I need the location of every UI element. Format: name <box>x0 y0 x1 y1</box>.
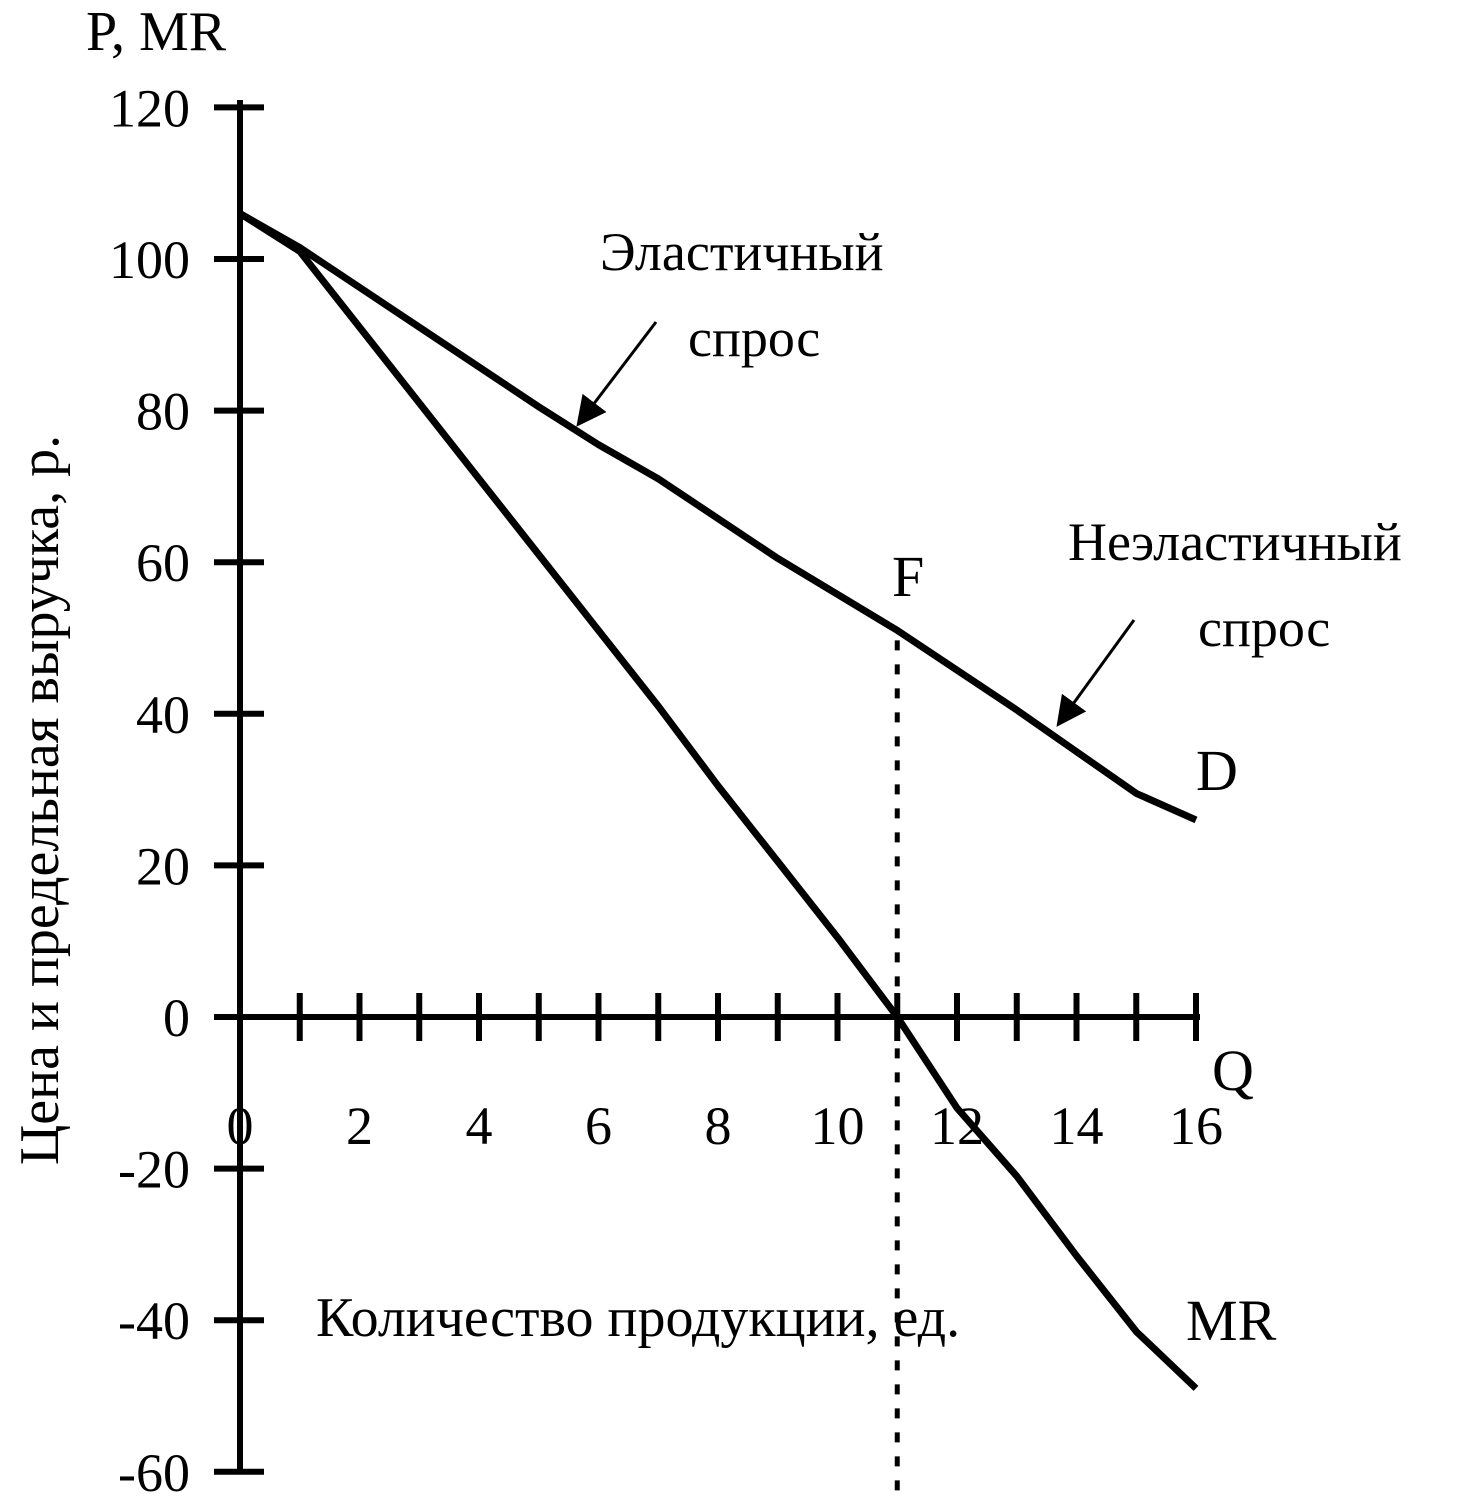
series-label-d: D <box>1196 738 1238 803</box>
annotation-inelastic-arrow <box>1056 619 1136 727</box>
y-tick-labels: -60 -40 -20 0 20 40 60 80 100 120 <box>109 78 190 1496</box>
x-tick-label: 2 <box>346 1096 373 1156</box>
y-ticks <box>214 104 264 1475</box>
annotation-elastic-line1: Эластичный <box>600 222 884 282</box>
x-tick-label: 16 <box>1169 1096 1223 1156</box>
y-tick-label: 20 <box>136 836 190 896</box>
y-tick-label: 40 <box>136 685 190 745</box>
y-tick-label: 0 <box>163 988 190 1048</box>
y-tick-label: -60 <box>118 1443 190 1496</box>
y-tick-label: 100 <box>109 230 190 290</box>
y-tick-label: -40 <box>118 1291 190 1351</box>
x-axis-symbol: Q <box>1212 1038 1254 1103</box>
annotation-elastic-line2: спрос <box>688 308 820 368</box>
y-axis-label: Цена и предельная выручка, р. <box>9 435 71 1165</box>
x-tick-label: 6 <box>585 1096 612 1156</box>
x-tick-labels: 0 2 4 6 8 10 12 14 16 <box>227 1096 1224 1156</box>
y-tick-label: 120 <box>109 78 190 138</box>
y-tick-label: 60 <box>136 533 190 593</box>
x-tick-label: 14 <box>1050 1096 1104 1156</box>
point-label-f: F <box>892 544 924 609</box>
annotation-inelastic-line1: Неэластичный <box>1068 512 1402 572</box>
y-tick-label: -20 <box>118 1140 190 1200</box>
x-axis-label: Количество продукции, ед. <box>316 1287 960 1349</box>
x-tick-label: 0 <box>227 1096 254 1156</box>
y-tick-label: 80 <box>136 382 190 442</box>
x-tick-label: 8 <box>705 1096 732 1156</box>
annotation-elastic-arrow <box>576 321 658 427</box>
series-label-mr: MR <box>1186 1288 1277 1353</box>
marginal-revenue-curve-mr <box>238 210 1199 1391</box>
y-axis-symbol: P, MR <box>86 1 227 63</box>
x-tick-label: 4 <box>466 1096 493 1156</box>
x-tick-label: 10 <box>811 1096 865 1156</box>
annotation-inelastic-line2: спрос <box>1198 598 1330 658</box>
demand-curve-d <box>238 210 1198 824</box>
